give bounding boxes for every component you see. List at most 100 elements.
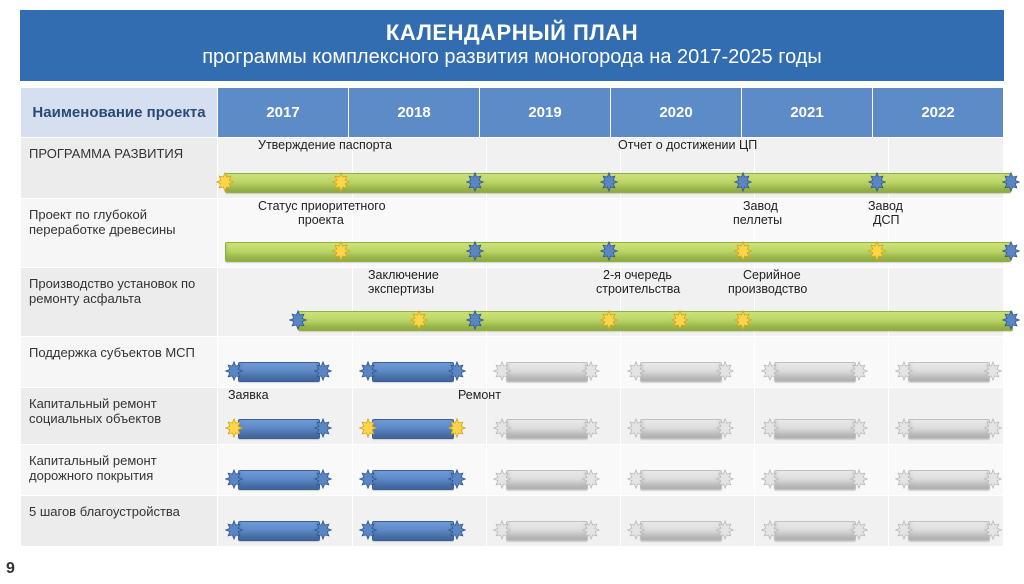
- bar: [908, 362, 990, 382]
- milestone-star: [1001, 241, 1021, 261]
- milestone-star: [581, 418, 601, 438]
- caption: проекта: [298, 213, 344, 227]
- row-label: Поддержка субъектов МСП: [21, 337, 218, 388]
- col-year-3: 2020: [611, 88, 742, 138]
- bar: [640, 521, 722, 541]
- milestone-star: [894, 361, 914, 381]
- row-label: ПРОГРАММА РАЗВИТИЯ: [21, 138, 218, 199]
- header-row: Наименование проекта 2017 2018 2019 2020…: [21, 88, 1004, 138]
- caption: Серийное: [743, 268, 801, 282]
- row-label: 5 шагов благоустройства: [21, 496, 218, 547]
- milestone-star: [224, 418, 244, 438]
- bar: [506, 470, 588, 490]
- milestone-star: [581, 520, 601, 540]
- bar: [774, 419, 856, 439]
- milestone-star: [894, 520, 914, 540]
- row-label: Капитальный ремонт дорожного покрытия: [21, 445, 218, 496]
- milestone-star: [849, 520, 869, 540]
- caption: Ремонт: [458, 388, 501, 402]
- col-year-4: 2021: [742, 88, 873, 138]
- milestone-star: [313, 418, 333, 438]
- row-track: Заключениеэкспертизы2-я очередьстроитель…: [218, 268, 1004, 337]
- caption: Отчет о достижении ЦП: [618, 138, 757, 152]
- milestone-star: [760, 361, 780, 381]
- milestone-star: [215, 172, 235, 192]
- bar: [372, 521, 454, 541]
- caption: производство: [728, 282, 807, 296]
- row-5: Капитальный ремонт дорожного покрытия: [21, 445, 1004, 496]
- caption: Заявка: [228, 388, 269, 402]
- milestone-star: [867, 172, 887, 192]
- schedule-grid: Наименование проекта 2017 2018 2019 2020…: [20, 87, 1004, 547]
- bar: [908, 419, 990, 439]
- milestone-star: [1001, 310, 1021, 330]
- milestone-star: [849, 361, 869, 381]
- caption: пеллеты: [733, 213, 782, 227]
- milestone-star: [983, 520, 1003, 540]
- col-year-2: 2019: [480, 88, 611, 138]
- milestone-star: [983, 361, 1003, 381]
- milestone-star: [358, 418, 378, 438]
- caption: Завод: [743, 199, 778, 213]
- bar: [506, 362, 588, 382]
- bar: [238, 362, 320, 382]
- row-3: Поддержка субъектов МСП: [21, 337, 1004, 388]
- title-bar: КАЛЕНДАРНЫЙ ПЛАН программы комплексного …: [20, 10, 1004, 81]
- milestone-star: [224, 361, 244, 381]
- milestone-star: [465, 241, 485, 261]
- caption: Завод: [868, 199, 903, 213]
- row-label: Капитальный ремонт социальных объектов: [21, 388, 218, 445]
- milestone-star: [760, 469, 780, 489]
- row-1: Проект по глубокой переработке древесины…: [21, 199, 1004, 268]
- bar: [506, 521, 588, 541]
- col-name: Наименование проекта: [21, 88, 218, 138]
- row-track: [218, 445, 1004, 496]
- milestone-star: [733, 172, 753, 192]
- bar: [774, 362, 856, 382]
- milestone-star: [358, 469, 378, 489]
- row-2: Производство установок по ремонту асфаль…: [21, 268, 1004, 337]
- milestone-star: [313, 520, 333, 540]
- row-track: [218, 337, 1004, 388]
- milestone-star: [492, 520, 512, 540]
- milestone-star: [581, 361, 601, 381]
- milestone-star: [760, 520, 780, 540]
- milestone-star: [894, 469, 914, 489]
- row-track: [218, 496, 1004, 547]
- milestone-star: [409, 310, 429, 330]
- title-line2: программы комплексного развития моногоро…: [20, 46, 1004, 69]
- milestone-star: [447, 520, 467, 540]
- bar: [640, 419, 722, 439]
- milestone-star: [447, 418, 467, 438]
- milestone-star: [447, 469, 467, 489]
- milestone-star: [224, 520, 244, 540]
- caption: Утверждение паспорта: [258, 138, 392, 152]
- milestone-star: [492, 418, 512, 438]
- milestone-star: [715, 520, 735, 540]
- bar: [238, 470, 320, 490]
- milestone-star: [626, 418, 646, 438]
- row-track: Утверждение паспорта Отчет о достижении Ц…: [218, 138, 1004, 199]
- milestone-star: [358, 361, 378, 381]
- milestone-star: [733, 241, 753, 261]
- milestone-star: [313, 469, 333, 489]
- milestone-star: [288, 310, 308, 330]
- milestone-star: [1001, 172, 1021, 192]
- milestone-star: [358, 520, 378, 540]
- col-year-0: 2017: [218, 88, 349, 138]
- milestone-star: [983, 418, 1003, 438]
- milestone-star: [224, 469, 244, 489]
- bar: [372, 362, 454, 382]
- milestone-star: [465, 172, 485, 192]
- milestone-star: [581, 469, 601, 489]
- milestone-star: [983, 469, 1003, 489]
- milestone-star: [670, 310, 690, 330]
- milestone-star: [313, 361, 333, 381]
- row-4: Капитальный ремонт социальных объектов За…: [21, 388, 1004, 445]
- milestone-star: [760, 418, 780, 438]
- milestone-star: [447, 361, 467, 381]
- milestone-star: [599, 172, 619, 192]
- bar: [908, 470, 990, 490]
- row-label: Производство установок по ремонту асфаль…: [21, 268, 218, 337]
- milestone-star: [492, 361, 512, 381]
